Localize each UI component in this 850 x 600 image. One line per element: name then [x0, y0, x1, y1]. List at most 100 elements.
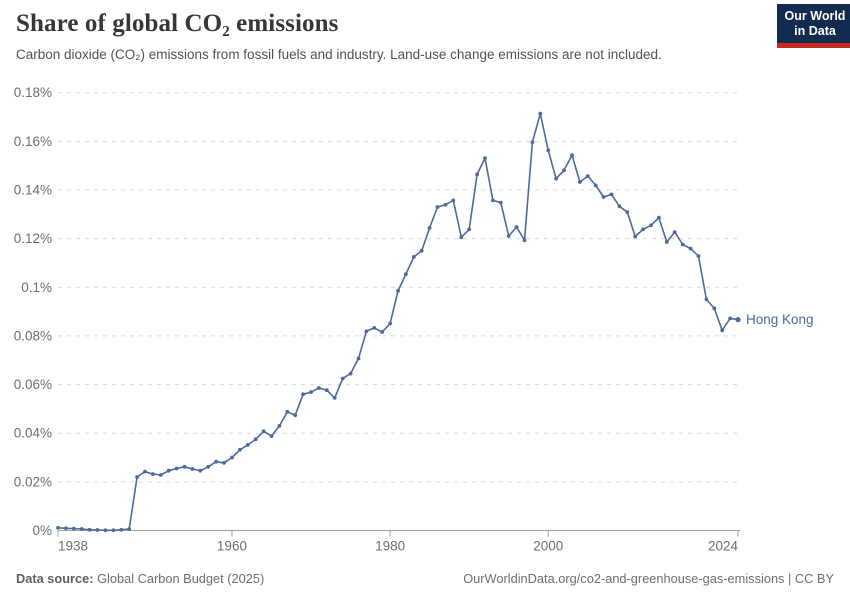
data-point[interactable] [293, 413, 298, 418]
data-point[interactable] [56, 525, 60, 530]
owid-logo-line1: Our World [784, 9, 846, 23]
data-point[interactable] [119, 527, 124, 532]
data-point[interactable] [64, 526, 68, 531]
data-point[interactable] [530, 140, 535, 145]
data-point[interactable] [664, 240, 669, 244]
data-point[interactable] [388, 321, 392, 326]
data-point[interactable] [269, 434, 274, 438]
data-point[interactable] [245, 443, 250, 447]
data-point[interactable] [151, 472, 155, 476]
data-point[interactable] [340, 376, 345, 381]
data-point[interactable] [158, 473, 163, 477]
data-point[interactable] [570, 153, 574, 158]
data-point[interactable] [301, 392, 305, 397]
series-label[interactable]: Hong Kong [746, 312, 814, 327]
data-point[interactable] [198, 468, 203, 473]
data-point[interactable] [285, 409, 290, 414]
data-point[interactable] [324, 388, 329, 393]
data-point[interactable] [111, 528, 116, 533]
data-point[interactable] [396, 289, 400, 293]
data-point[interactable] [633, 234, 638, 239]
data-point[interactable] [712, 306, 717, 311]
data-point[interactable] [467, 227, 472, 232]
attribution-link[interactable]: OurWorldinData.org/co2-and-greenhouse-ga… [463, 571, 834, 586]
data-point[interactable] [657, 215, 661, 220]
data-point[interactable] [380, 330, 385, 334]
data-point[interactable] [206, 464, 211, 469]
data-point[interactable] [309, 390, 313, 394]
data-point[interactable] [491, 198, 495, 203]
data-point[interactable] [332, 396, 337, 400]
data-point[interactable] [261, 429, 266, 434]
data-point[interactable] [672, 230, 677, 235]
data-point[interactable] [688, 246, 693, 251]
data-point[interactable] [498, 200, 503, 205]
data-point[interactable] [483, 156, 487, 161]
data-point[interactable] [649, 223, 653, 228]
data-point[interactable] [554, 176, 558, 181]
data-point[interactable] [87, 527, 92, 532]
data-point[interactable] [720, 328, 725, 333]
data-point[interactable] [135, 475, 140, 479]
data-point[interactable] [593, 183, 598, 188]
data-point[interactable] [680, 242, 685, 247]
data-point[interactable] [562, 168, 566, 173]
data-point[interactable] [79, 527, 84, 531]
data-point[interactable] [182, 464, 187, 469]
data-point[interactable] [404, 272, 408, 276]
data-point[interactable] [435, 205, 440, 209]
data-point[interactable] [609, 192, 614, 197]
data-point[interactable] [459, 235, 464, 240]
x-tick-label: 1980 [375, 539, 405, 554]
data-point[interactable] [546, 148, 551, 153]
data-point[interactable] [95, 528, 100, 532]
data-point[interactable] [585, 174, 590, 179]
data-point[interactable] [166, 468, 171, 473]
data-point[interactable] [230, 455, 234, 460]
data-point[interactable] [364, 329, 369, 334]
data-point-last[interactable] [735, 317, 741, 323]
data-point[interactable] [696, 254, 701, 258]
data-point[interactable] [372, 326, 377, 330]
data-point[interactable] [253, 437, 258, 442]
data-point[interactable] [578, 180, 582, 184]
data-point[interactable] [704, 297, 709, 302]
data-point[interactable] [728, 316, 732, 321]
owid-logo[interactable]: Our World in Data [777, 4, 850, 48]
data-point[interactable] [538, 111, 543, 116]
data-point[interactable] [419, 248, 424, 253]
data-point[interactable] [411, 255, 416, 259]
data-source: Data source: Global Carbon Budget (2025) [16, 571, 264, 586]
data-point[interactable] [427, 226, 432, 230]
data-point[interactable] [317, 386, 321, 390]
data-point[interactable] [103, 528, 108, 533]
data-point[interactable] [475, 172, 479, 177]
data-line[interactable] [57, 112, 739, 532]
data-point[interactable] [506, 234, 511, 238]
data-point[interactable] [443, 202, 448, 207]
data-point[interactable] [522, 238, 527, 243]
y-tick-label: 0.18% [14, 85, 52, 100]
data-point[interactable] [277, 424, 282, 428]
data-point[interactable] [214, 459, 219, 464]
chart-header: Share of global CO₂ emissions Carbon dio… [16, 10, 834, 62]
data-point[interactable] [451, 198, 456, 203]
y-tick-label: 0.14% [14, 182, 52, 197]
data-point[interactable] [238, 447, 242, 452]
data-point[interactable] [222, 461, 226, 465]
data-point[interactable] [617, 204, 622, 209]
data-point[interactable] [348, 371, 353, 376]
data-point[interactable] [641, 227, 645, 232]
data-point[interactable] [625, 210, 630, 215]
data-source-label: Data source: [16, 571, 94, 586]
data-point[interactable] [71, 526, 76, 531]
data-point[interactable] [601, 195, 606, 199]
data-point[interactable] [174, 466, 179, 471]
data-point[interactable] [356, 356, 361, 361]
data-point[interactable] [190, 467, 195, 471]
data-point[interactable] [143, 469, 147, 474]
data-point[interactable] [127, 527, 132, 531]
data-point[interactable] [514, 225, 519, 229]
